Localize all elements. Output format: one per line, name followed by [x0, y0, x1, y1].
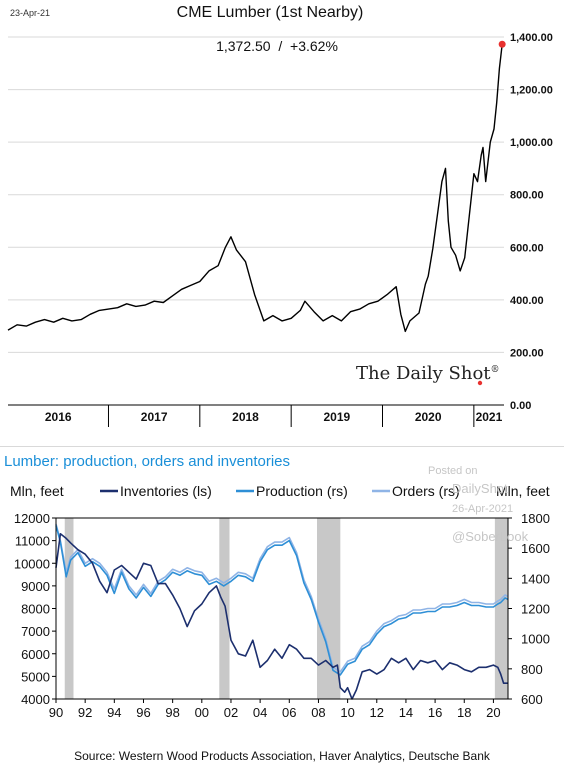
orders-line: [55, 523, 509, 673]
y-tick-label: 800.00: [510, 190, 544, 202]
left-tick-label: 12000: [14, 511, 50, 526]
recession-band: [316, 518, 341, 699]
recession-band: [64, 518, 74, 699]
right-tick-label: 1800: [521, 511, 550, 526]
watermark-posted: Posted on: [428, 465, 478, 477]
recession-band: [219, 518, 230, 699]
x-tick-label: 2021: [476, 410, 503, 424]
left-tick-label: 5000: [21, 669, 50, 684]
x-tick-label: 92: [78, 705, 92, 720]
watermark-handle: @SoberLook: [452, 529, 529, 544]
brand-logo: The Daily Shot®: [356, 363, 500, 384]
x-tick-label: 18: [457, 705, 471, 720]
lumber-production-chart: 4000 5000 6000 7000 8000 9000 10000 11000 12000 6…: [0, 446, 564, 767]
left-tick-label: 11000: [15, 534, 50, 549]
lumber-price-plot: 0.00 200.00 400.00 600.00 800.00 1,000.00 1,20…: [7, 32, 553, 427]
y-tick-label: 1,400.00: [510, 32, 553, 44]
right-axis-label: Mln, feet: [496, 483, 550, 499]
left-tick-label: 10000: [14, 556, 50, 571]
right-tick-label: 800: [521, 662, 543, 677]
watermark-site: DailyShot: [452, 481, 508, 496]
legend-label-orders: Orders (rs): [392, 483, 460, 499]
chart-title: Lumber: production, orders and inventori…: [4, 453, 290, 470]
y-tick-label: 0.00: [510, 400, 531, 412]
left-tick-label: 7000: [21, 624, 50, 639]
x-tick-label: 10: [340, 705, 354, 720]
recession-band: [494, 518, 508, 699]
legend-label-production: Production (rs): [256, 483, 348, 499]
x-tick-label: 06: [282, 705, 296, 720]
right-tick-label: 600: [521, 692, 543, 707]
brand-dot: [477, 380, 483, 386]
right-tick-label: 1000: [521, 632, 550, 647]
y-tick-label: 200.00: [510, 347, 544, 359]
lumber-production-plot: 4000500060007000800090001000011000120006…: [14, 483, 550, 720]
left-axis-label: Mln, feet: [10, 483, 64, 499]
x-tick-label: 94: [107, 705, 121, 720]
y-tick-label: 400.00: [510, 295, 544, 307]
x-tick-label: 08: [311, 705, 325, 720]
x-tick-label: 2020: [415, 410, 442, 424]
y-tick-label: 600.00: [510, 242, 544, 254]
right-tick-label: 1400: [521, 571, 550, 586]
right-tick-label: 1200: [521, 602, 550, 617]
left-tick-label: 8000: [21, 602, 50, 617]
source-note: Source: Western Wood Products Associatio…: [74, 749, 490, 763]
inventories-line: [55, 533, 508, 700]
x-tick-label: 2018: [232, 410, 259, 424]
x-tick-label: 90: [49, 705, 63, 720]
x-tick-label: 98: [165, 705, 179, 720]
x-tick-label: 96: [136, 705, 150, 720]
x-tick-label: 16: [428, 705, 442, 720]
x-tick-label: 00: [195, 705, 209, 720]
x-tick-label: 2016: [45, 410, 72, 424]
watermark-date: 26-Apr-2021: [452, 503, 514, 515]
x-tick-label: 04: [253, 705, 267, 720]
chart-title: CME Lumber (1st Nearby): [176, 4, 364, 21]
x-tick-label: 12: [370, 705, 384, 720]
right-tick-label: 1600: [521, 541, 550, 556]
last-price-marker: [498, 40, 506, 48]
chart-date: 23-Apr-21: [10, 8, 51, 18]
left-tick-label: 4000: [21, 692, 50, 707]
price-annotation: 1,372.50 / +3.62%: [216, 38, 338, 54]
y-tick-label: 1,200.00: [510, 85, 553, 97]
x-tick-label: 2019: [323, 410, 350, 424]
brand-mark: ®: [490, 365, 500, 375]
left-tick-label: 9000: [21, 579, 50, 594]
lumber-price-line: [7, 44, 503, 333]
x-tick-label: 2017: [141, 410, 168, 424]
legend-label-inventories: Inventories (ls): [120, 483, 212, 499]
x-tick-label: 14: [399, 705, 413, 720]
brand-name: The Daily Shot: [356, 363, 491, 384]
left-tick-label: 6000: [21, 647, 50, 662]
y-tick-label: 1,000.00: [510, 137, 553, 149]
lumber-price-chart: 0.00 200.00 400.00 600.00 800.00 1,000.00 1,20…: [7, 4, 553, 427]
x-tick-label: 20: [486, 705, 500, 720]
production-line: [55, 525, 509, 676]
x-tick-label: 02: [224, 705, 238, 720]
